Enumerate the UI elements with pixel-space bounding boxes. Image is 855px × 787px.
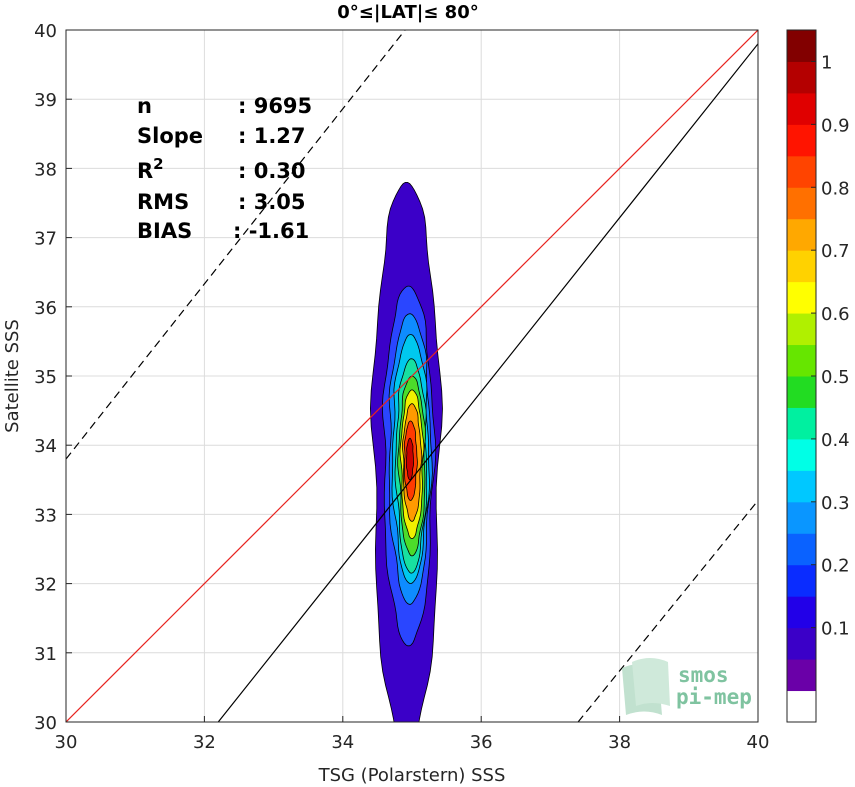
x-tick-label-2: 34: [331, 732, 354, 753]
colorbar-tick-label-7: 0.8: [821, 178, 850, 199]
y-tick-label-8: 38: [34, 159, 57, 180]
colorbar-segment-5: [787, 533, 816, 566]
reference-lines: [66, 30, 758, 722]
colorbar-ticks: 0.1 0.2 0.3 0.4 0.5 0.6 0.7 0.8 0.9 1: [811, 52, 850, 640]
stat-label-1: Slope: [137, 124, 203, 148]
colorbar-segment-15: [787, 218, 816, 251]
stat-value-4: : -1.61: [233, 219, 309, 243]
y-tick-label-1: 31: [34, 644, 57, 665]
colorbar-segment-10: [787, 376, 816, 408]
colorbar-segment-2: [787, 627, 816, 660]
colorbar-segment-17: [787, 155, 816, 188]
colorbar-tick-label-1: 0.2: [821, 556, 850, 577]
density-contour-9: [405, 437, 415, 481]
colorbar-segment-8: [787, 438, 816, 471]
colorbar-tick-label-3: 0.4: [821, 430, 850, 451]
y-tick-label-4: 34: [34, 436, 57, 457]
y-tick-label-3: 33: [34, 505, 57, 526]
colorbar-segment-19: [787, 92, 816, 125]
y-tick-label-2: 32: [34, 575, 57, 596]
colorbar-tick-label-9: 1: [821, 52, 832, 73]
colorbar-segment-16: [787, 187, 816, 220]
logo-line2: pi-mep: [676, 685, 752, 709]
y-tick-label-5: 35: [34, 367, 57, 388]
colorbar-segment-6: [787, 501, 816, 534]
colorbar-segment-1: [787, 659, 816, 692]
y-tick-label-9: 39: [34, 90, 57, 111]
x-tick-label-3: 36: [470, 732, 493, 753]
chart-title: 0°≤|LAT|≤ 80°: [337, 2, 478, 23]
colorbar-segment-18: [787, 124, 816, 157]
logo-waves-icon: [622, 658, 670, 715]
stat-label-sup-2: 2: [153, 155, 163, 173]
stat-label-3: RMS: [137, 190, 189, 214]
y-tick-label-10: 40: [34, 21, 57, 42]
colorbar-tick-label-8: 0.9: [821, 115, 850, 136]
density-contours: [369, 181, 443, 722]
y-tick-label-7: 37: [34, 229, 57, 250]
colorbar-segment-14: [787, 250, 816, 283]
y-tick-label-6: 36: [34, 298, 57, 319]
line-regression: [217, 43, 758, 722]
line-lower-bound: [577, 500, 758, 722]
colorbar-tick-label-5: 0.6: [821, 304, 850, 325]
colorbar-segment-4: [787, 564, 816, 597]
x-tick-label-5: 40: [747, 732, 770, 753]
colorbar-tick-label-0: 0.1: [821, 619, 850, 640]
colorbar-tick-label-6: 0.7: [821, 241, 850, 262]
stat-value-3: : 3.05: [238, 190, 306, 214]
x-axis-label: TSG (Polarstern) SSS: [318, 765, 506, 786]
x-axis-ticks: 30 32 34 36 38 40: [55, 716, 770, 753]
colorbar-segment-9: [787, 407, 816, 440]
colorbar-segment-11: [787, 344, 816, 377]
colorbar-tick-label-4: 0.5: [821, 367, 850, 388]
colorbar-segment-3: [787, 596, 816, 629]
x-tick-label-4: 38: [608, 732, 631, 753]
line-upper-bound: [66, 30, 406, 460]
colorbar: [787, 30, 816, 723]
x-tick-label-1: 32: [193, 732, 216, 753]
stat-value-1: : 1.27: [238, 124, 306, 148]
colorbar-tick-label-2: 0.3: [821, 493, 850, 514]
colorbar-segment-20: [787, 61, 816, 94]
colorbar-segment-0: [787, 690, 816, 723]
y-axis-ticks: 30 31 32 33 34 35 36 37 38 39 40: [34, 21, 72, 734]
stat-label-4: BIAS: [137, 219, 192, 243]
colorbar-segment-13: [787, 281, 816, 314]
logo-line1: smos: [678, 663, 729, 687]
colorbar-segment-12: [787, 313, 816, 346]
y-tick-label-0: 30: [34, 713, 57, 734]
colorbar-segment-7: [787, 470, 816, 503]
stat-value-0: : 9695: [238, 94, 312, 118]
x-tick-label-0: 30: [55, 732, 78, 753]
stat-label-0: n: [137, 94, 152, 118]
logo: smos pi-mep: [622, 658, 752, 715]
colorbar-segment-21: [787, 30, 816, 62]
y-axis-label: Satellite SSS: [2, 319, 23, 433]
line-identity: [66, 30, 758, 722]
stat-value-2: : 0.30: [238, 159, 306, 183]
